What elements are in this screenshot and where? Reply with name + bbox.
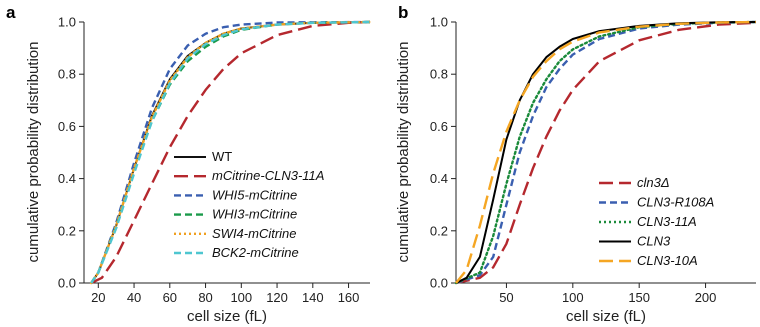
legend-label: cln3Δ [637, 175, 670, 190]
x-tick-label: 20 [91, 290, 105, 305]
y-tick-label: 0.8 [58, 67, 76, 82]
x-tick-label: 100 [562, 290, 584, 305]
x-tick-label: 120 [266, 290, 288, 305]
legend-label: BCK2-mCitrine [212, 245, 299, 260]
x-tick-label: 140 [302, 290, 324, 305]
legend-label: WHI3-mCitrine [212, 207, 297, 222]
plot-area-b: 0.0 0.2 0.4 0.6 0.8 1.0 50 100 150 200 cell size (… [395, 15, 758, 325]
x-axis-label: cell size (fL) [566, 308, 646, 325]
legend-label: WT [212, 149, 232, 164]
legend: WT mCitrine-CLN3-11A WHI5-mCitrine WHI3-mCi… [174, 149, 324, 260]
panel-b: b 0.0 0.2 0.4 0.6 0.8 1.0 50 100 150 200 cell size… [395, 3, 758, 325]
series-line [455, 21, 757, 285]
panel-a: a 0.0 0.2 0.4 0.6 0.8 1.0 20 40 60 80 100 120 140 160… [6, 3, 372, 325]
series-line [455, 21, 757, 284]
series-line [455, 20, 757, 284]
y-tick-label: 0.0 [430, 276, 448, 291]
series-line [90, 20, 371, 284]
series-line [454, 20, 758, 285]
legend-label: SWI4-mCitrine [212, 226, 297, 241]
x-tick-label: 160 [338, 290, 360, 305]
y-tick-label: 1.0 [58, 15, 76, 30]
x-tick-label: 150 [628, 290, 650, 305]
y-tick-label: 0.2 [430, 223, 448, 238]
x-tick-label: 100 [230, 290, 252, 305]
x-axis-label: cell size (fL) [187, 308, 267, 325]
series-line [90, 20, 371, 285]
legend-label: mCitrine-CLN3-11A [212, 168, 324, 183]
y-tick-label: 0.0 [58, 276, 76, 291]
y-tick-label: 0.4 [58, 171, 76, 186]
legend-label: CLN3-R108A [637, 195, 714, 210]
y-axis-label: cumulative probability distribution [395, 42, 412, 263]
panel-label-b: b [398, 3, 408, 22]
x-tick-label: 40 [127, 290, 141, 305]
y-tick-label: 0.6 [58, 119, 76, 134]
legend-label: CLN3-10A [637, 253, 698, 268]
x-tick-label: 60 [163, 290, 177, 305]
series-line [455, 20, 757, 285]
legend: cln3Δ CLN3-R108A CLN3-11A CLN3 CLN3-10A [599, 175, 714, 268]
legend-label: WHI5-mCitrine [212, 187, 297, 202]
plot-area-a: 0.0 0.2 0.4 0.6 0.8 1.0 20 40 60 80 100 120 140 160 ce… [25, 15, 372, 325]
legend-label: CLN3 [637, 234, 671, 249]
y-tick-label: 0.4 [430, 171, 448, 186]
y-tick-label: 0.6 [430, 119, 448, 134]
x-tick-label: 80 [198, 290, 212, 305]
y-tick-label: 1.0 [430, 15, 448, 30]
y-tick-label: 0.2 [58, 223, 76, 238]
x-tick-label: 200 [695, 290, 717, 305]
y-tick-label: 0.8 [430, 67, 448, 82]
x-tick-label: 50 [499, 290, 513, 305]
y-axis-label: cumulative probability distribution [25, 42, 42, 263]
panel-label-a: a [6, 3, 16, 22]
legend-label: CLN3-11A [637, 214, 697, 229]
